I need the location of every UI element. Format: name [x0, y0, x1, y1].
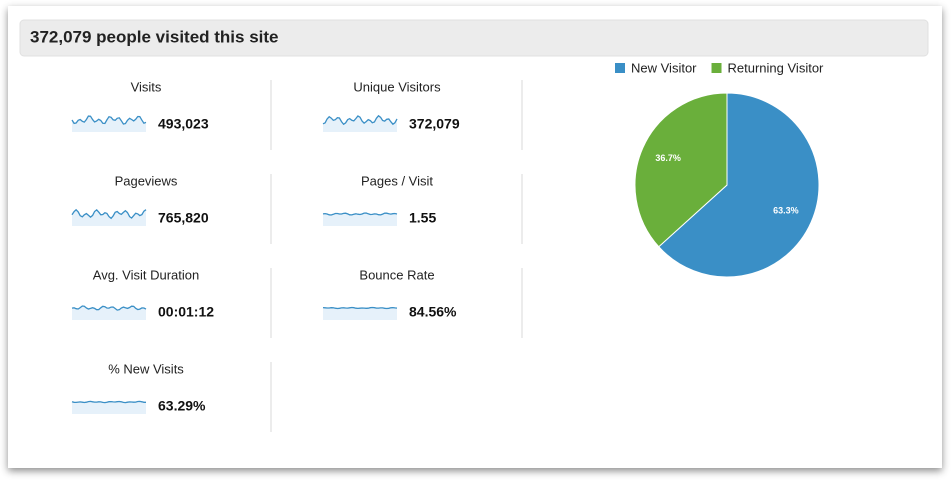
sparkline: [71, 305, 147, 311]
metric-label: % New Visits: [108, 361, 184, 376]
metric-value: 765,820: [158, 210, 209, 226]
legend-swatch: [711, 63, 722, 73]
sparkline-area: [323, 307, 397, 320]
metric-label: Bounce Rate: [359, 267, 434, 282]
sparkline: [71, 208, 147, 220]
metric-value: 372,079: [409, 116, 460, 132]
pie-chart: New Visitor Returning Visitor 63.3% 36.7%: [615, 60, 825, 278]
legend-swatch: [615, 63, 625, 73]
metric-label: Pageviews: [115, 173, 178, 188]
header-title: 372,079 people visited this site: [30, 27, 279, 46]
sparkline-area: [72, 306, 146, 320]
sparkline: [322, 212, 398, 216]
sparkline-area: [323, 213, 397, 226]
sparkline-area: [72, 401, 146, 414]
metric-label: Visits: [131, 79, 162, 94]
legend-label: Returning Visitor: [728, 60, 825, 75]
metric-label: Unique Visitors: [353, 79, 441, 94]
metric-value: 493,023: [158, 116, 209, 132]
legend-label: New Visitor: [631, 60, 697, 75]
header-bar: [19, 19, 929, 57]
metric-value: 63.29%: [158, 398, 206, 414]
metric-label: Pages / Visit: [361, 173, 433, 188]
pie-label: 36.7%: [655, 153, 681, 163]
metric-value: 1.55: [409, 210, 436, 226]
sparkline: [71, 400, 146, 404]
metric-label: Avg. Visit Duration: [93, 267, 199, 282]
sparkline-area: [72, 116, 146, 132]
pie-slice: [658, 92, 820, 278]
pie-label: 63.3%: [773, 206, 799, 216]
pie-slice: [634, 92, 728, 248]
metric-value: 00:01:12: [158, 304, 214, 320]
sparkline: [71, 115, 147, 125]
metrics: Visits 493,023 Unique Visitors 372,079 Pagev…: [71, 79, 523, 432]
sparkline: [322, 114, 398, 126]
sparkline: [322, 306, 398, 310]
sparkline-area: [323, 115, 397, 132]
metric-value: 84.56%: [409, 304, 457, 320]
